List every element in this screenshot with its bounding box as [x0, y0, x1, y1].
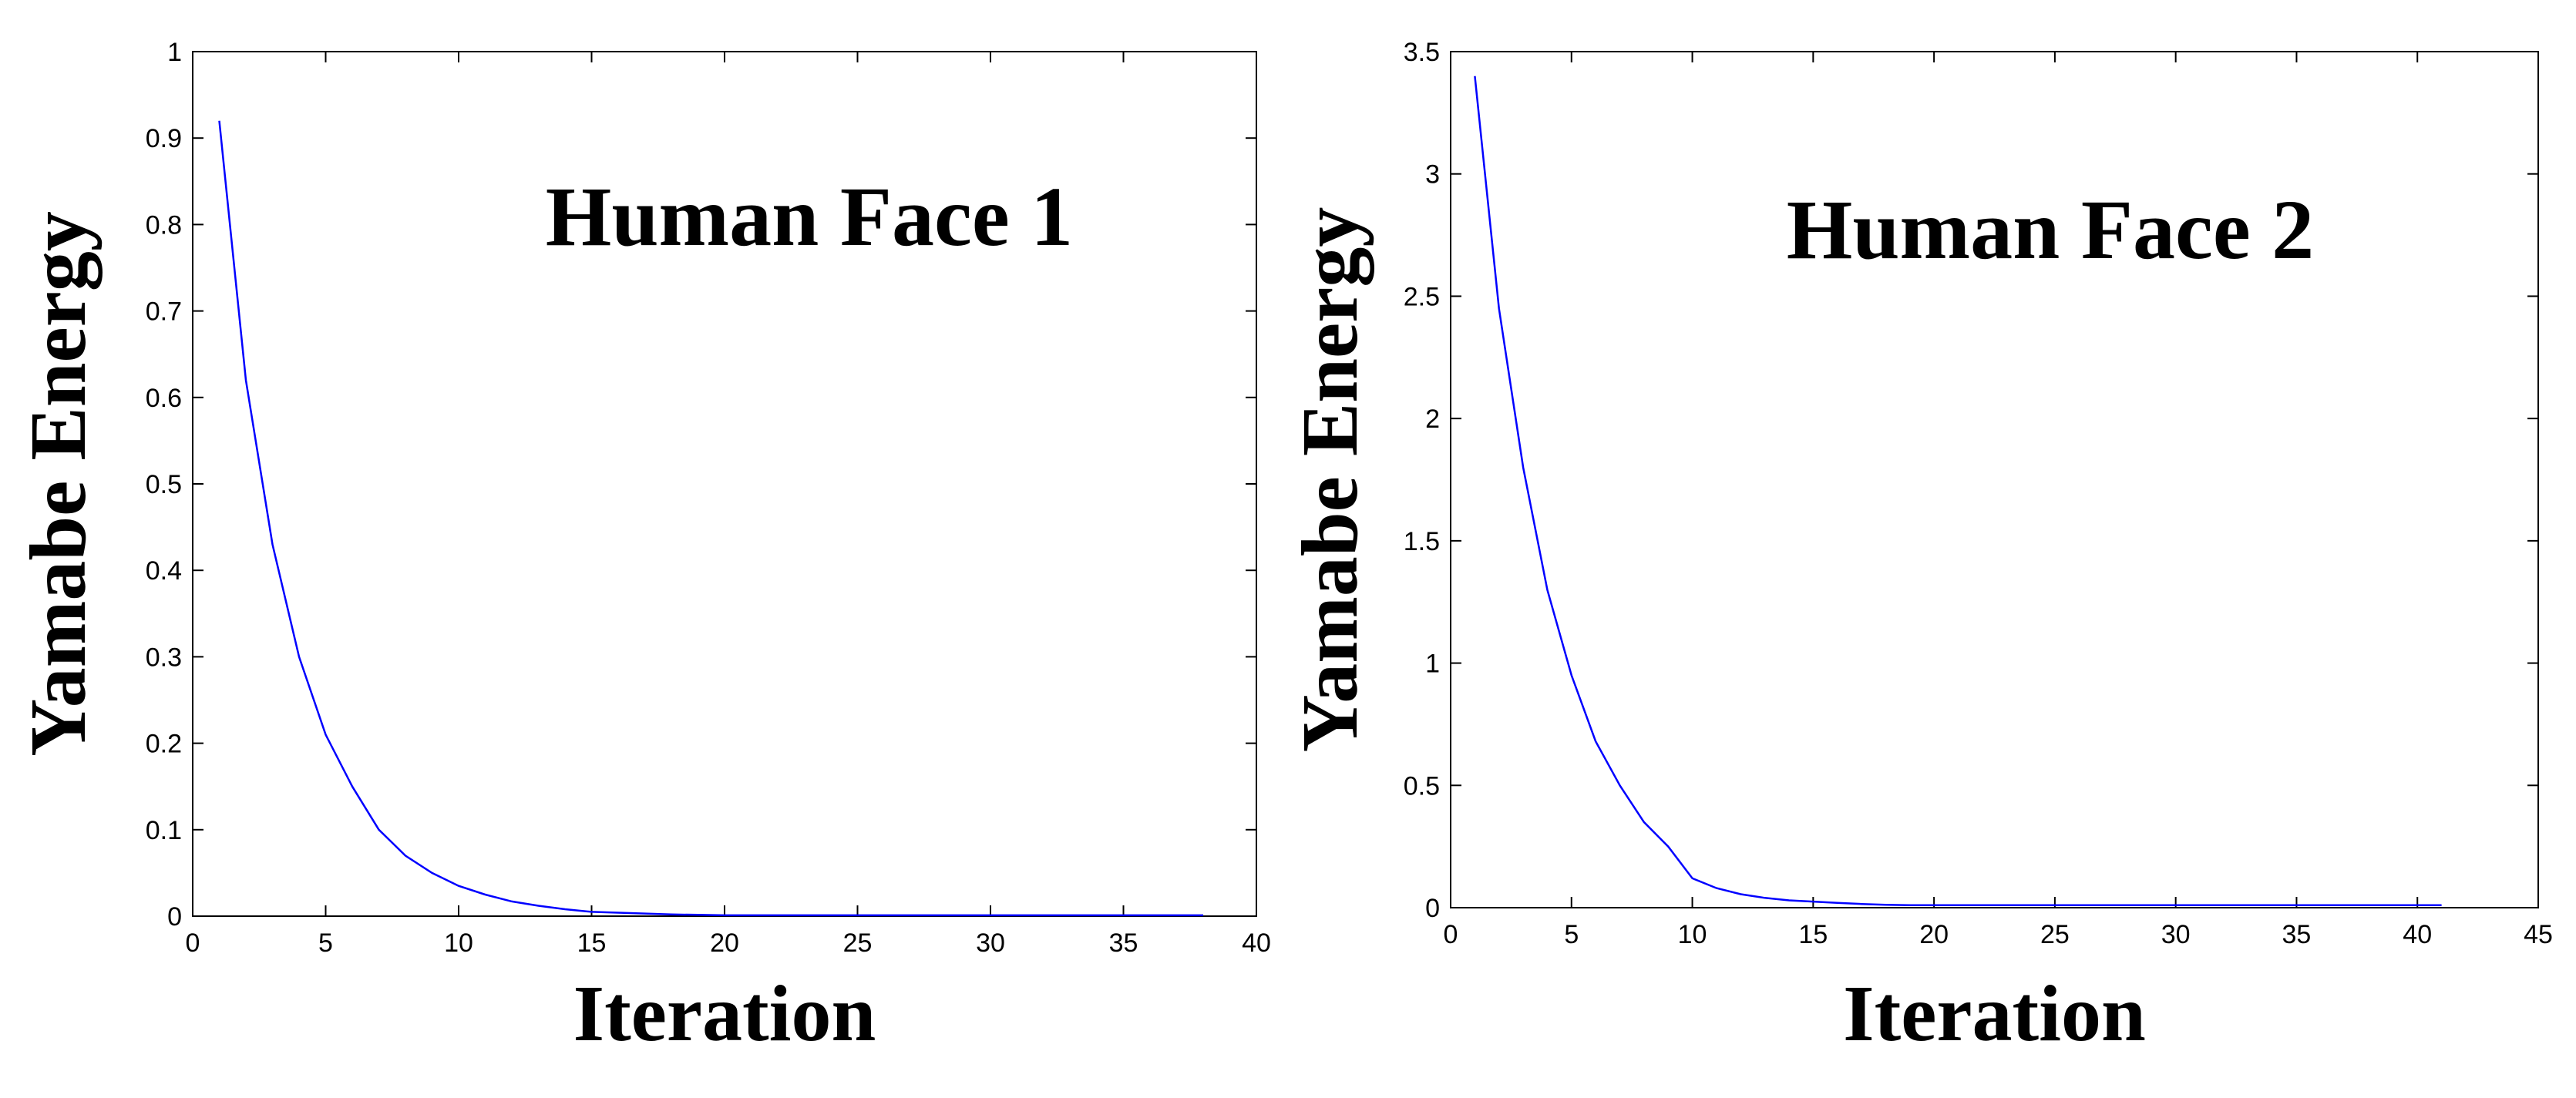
x-tick-label-0-7: 35 [1109, 928, 1138, 958]
x-axis-label-1: Iteration [1843, 969, 2146, 1058]
plot-area-0 [192, 51, 1257, 917]
x-tick-label-0-1: 5 [318, 928, 333, 958]
annotation-0: Human Face 1 [546, 170, 1073, 264]
y-tick-label-1-7: 3.5 [1404, 38, 1440, 67]
y-tick-label-0-7: 0.7 [146, 297, 182, 327]
y-tick-label-1-2: 1 [1425, 650, 1440, 679]
x-tick-label-0-8: 40 [1242, 928, 1271, 958]
y-tick-label-1-0: 0 [1425, 894, 1440, 923]
x-tick-label-1-1: 5 [1564, 920, 1579, 949]
x-tick-label-1-8: 40 [2403, 920, 2432, 949]
x-tick-label-1-9: 45 [2524, 920, 2553, 949]
y-tick-label-0-9: 0.9 [146, 124, 182, 153]
y-tick-label-1-3: 1.5 [1404, 527, 1440, 556]
x-tick-label-0-2: 10 [444, 928, 473, 958]
y-tick-label-1-5: 2.5 [1404, 282, 1440, 311]
y-tick-label-0-8: 0.8 [146, 210, 182, 240]
x-tick-label-1-6: 30 [2161, 920, 2191, 949]
x-tick-label-1-5: 25 [2040, 920, 2070, 949]
y-tick-label-0-0: 0 [167, 902, 182, 932]
x-tick-label-1-2: 10 [1678, 920, 1707, 949]
y-tick-label-0-10: 1 [167, 38, 182, 67]
y-tick-label-1-1: 0.5 [1404, 771, 1440, 801]
x-tick-label-0-6: 30 [976, 928, 1005, 958]
plot-area-1 [1450, 51, 2539, 908]
y-axis-label-0: Yamabe Energy [14, 211, 103, 757]
x-tick-label-0-0: 0 [186, 928, 200, 958]
x-tick-label-0-5: 25 [843, 928, 873, 958]
x-tick-label-1-3: 15 [1798, 920, 1828, 949]
x-tick-label-0-3: 15 [577, 928, 607, 958]
y-tick-label-0-5: 0.5 [146, 470, 182, 499]
x-tick-label-0-4: 20 [710, 928, 739, 958]
y-tick-label-0-2: 0.2 [146, 730, 182, 759]
y-tick-label-0-3: 0.3 [146, 643, 182, 672]
y-tick-label-1-4: 2 [1425, 405, 1440, 434]
x-tick-label-1-7: 35 [2282, 920, 2312, 949]
x-tick-label-1-4: 20 [1919, 920, 1949, 949]
annotation-1: Human Face 2 [1787, 183, 2314, 277]
y-axis-label-1: Yamabe Energy [1286, 207, 1374, 753]
x-axis-label-0: Iteration [573, 969, 876, 1058]
series-line-0-0 [218, 120, 1203, 917]
y-tick-label-1-6: 3 [1425, 160, 1440, 190]
y-tick-label-0-4: 0.4 [146, 556, 182, 586]
x-tick-label-1-0: 0 [1444, 920, 1458, 949]
chart-human-face-1: 0 5 10 15 20 25 30 35 40 0 0.1 0.2 0.3 0.4 0.5 0.6 0.7 0.… [14, 38, 1271, 1058]
y-tick-label-0-6: 0.6 [146, 384, 182, 413]
series-line-1-0 [1474, 76, 2442, 907]
y-tick-label-0-1: 0.1 [146, 816, 182, 845]
chart-human-face-2: 0 5 10 15 20 25 30 35 40 45 0 0.5 1 1.5 2 2.5 3 3.5 Human … [1286, 38, 2553, 1058]
